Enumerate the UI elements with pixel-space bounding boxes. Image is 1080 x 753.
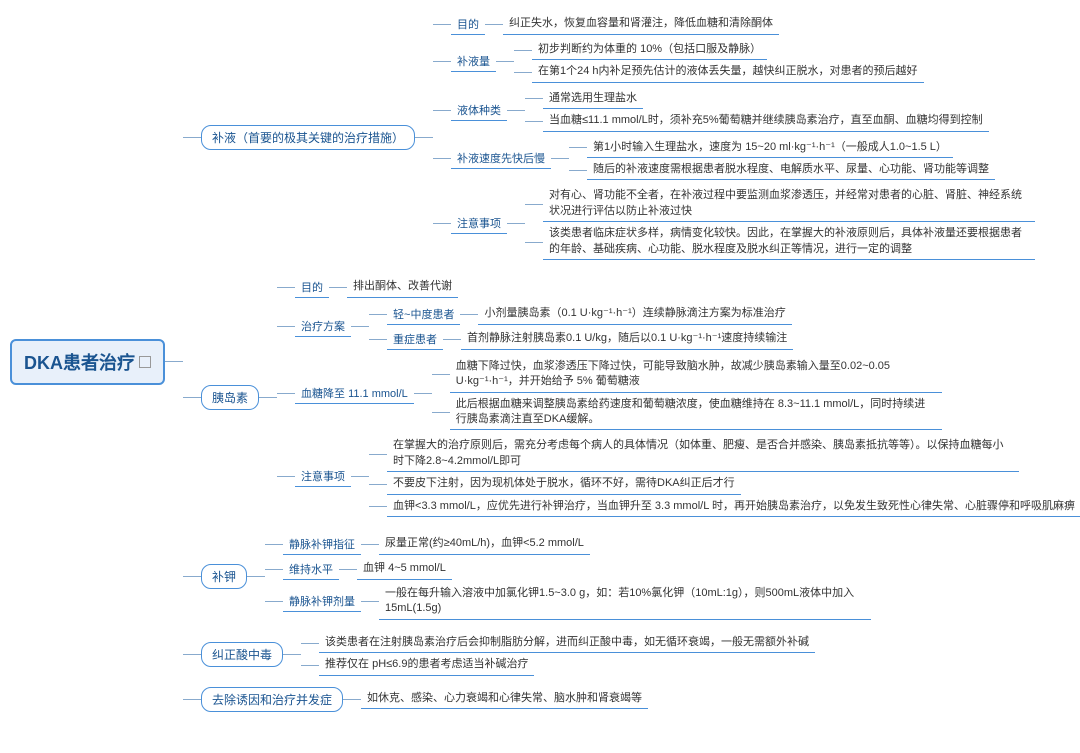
sub-plan[interactable]: 治疗方案: [295, 316, 351, 337]
root-node[interactable]: DKA患者治疗: [10, 339, 165, 385]
sub-caution[interactable]: 注意事项: [295, 466, 351, 487]
branch-cause-label[interactable]: 去除诱因和治疗并发症: [201, 687, 343, 712]
leaf: 血钾 4~5 mmol/L: [357, 559, 452, 579]
sub-severe[interactable]: 重症患者: [387, 329, 443, 350]
mindmap: DKA患者治疗 补液（首要的极其关键的治疗措施） 目的 纠正失水，恢复血容量和肾…: [10, 10, 1080, 714]
branch-cause: 去除诱因和治疗并发症 如休克、感染、心力衰竭和心律失常、脑水肿和肾衰竭等: [183, 687, 1080, 712]
branch-potassium-label[interactable]: 补钾: [201, 564, 247, 589]
leaf: 排出酮体、改善代谢: [347, 277, 458, 297]
branch-potassium: 补钾 静脉补钾指征 尿量正常(约≥40mL/h)，血钾<5.2 mmol/L 维…: [183, 532, 1080, 622]
leaf: 第1小时输入生理盐水，速度为 15~20 ml·kg⁻¹·h⁻¹（一般成人1.0…: [587, 138, 953, 158]
leaf: 不要皮下注射，因为现机体处于脱水，循环不好，需待DKA纠正后才行: [387, 474, 741, 494]
level1-children: 补液（首要的极其关键的治疗措施） 目的 纠正失水，恢复血容量和肾灌注，降低血糖和…: [183, 10, 1080, 714]
branch-acidosis-label[interactable]: 纠正酸中毒: [201, 642, 283, 667]
sub-speed[interactable]: 补液速度先快后慢: [451, 148, 551, 169]
branch-fluid: 补液（首要的极其关键的治疗措施） 目的 纠正失水，恢复血容量和肾灌注，降低血糖和…: [183, 12, 1080, 263]
leaf: 该类患者在注射胰岛素治疗后会抑制脂肪分解，进而纠正酸中毒，如无循环衰竭，一般无需…: [319, 633, 815, 653]
leaf: 随后的补液速度需根据患者脱水程度、电解质水平、尿量、心功能、肾功能等调整: [587, 160, 995, 180]
leaf: 在第1个24 h内补足预先估计的液体丢失量，越快纠正脱水，对患者的预后越好: [532, 62, 924, 82]
leaf: 当血糖≤11.1 mmol/L时，须补充5%葡萄糖并继续胰岛素治疗，直至血酮、血…: [543, 111, 989, 131]
leaf: 如休克、感染、心力衰竭和心律失常、脑水肿和肾衰竭等: [361, 689, 648, 709]
sub-volume[interactable]: 补液量: [451, 51, 496, 72]
sub-mild[interactable]: 轻~中度患者: [387, 304, 460, 325]
leaf: 首剂静脉注射胰岛素0.1 U/kg，随后以0.1 U·kg⁻¹·h⁻¹速度持续输…: [461, 329, 793, 349]
leaf: 尿量正常(约≥40mL/h)，血钾<5.2 mmol/L: [379, 534, 590, 554]
leaf: 对有心、肾功能不全者，在补液过程中要监测血浆渗透压，并经常对患者的心脏、肾脏、神…: [543, 186, 1035, 222]
connector: [165, 361, 183, 362]
sub-purpose[interactable]: 目的: [295, 277, 329, 298]
sub-fluid-type[interactable]: 液体种类: [451, 100, 507, 121]
branch-insulin: 胰岛素 目的 排出酮体、改善代谢 治疗方案 轻~中度患者 小剂量胰岛素（0.1 …: [183, 275, 1080, 520]
leaf: 推荐仅在 pH≤6.9的患者考虑适当补碱治疗: [319, 655, 534, 675]
leaf: 血钾<3.3 mmol/L，应优先进行补钾治疗，当血钾升至 3.3 mmol/L…: [387, 497, 1080, 517]
leaf: 通常选用生理盐水: [543, 89, 643, 109]
branch-acidosis: 纠正酸中毒 该类患者在注射胰岛素治疗后会抑制脂肪分解，进而纠正酸中毒，如无循环衰…: [183, 632, 1080, 677]
sub-k-indication[interactable]: 静脉补钾指征: [283, 534, 361, 555]
sub-purpose[interactable]: 目的: [451, 14, 485, 35]
leaf: 该类患者临床症状多样，病情变化较快。因此，在掌握大的补液原则后，具体补液量还要根…: [543, 224, 1035, 260]
leaf: 纠正失水，恢复血容量和肾灌注，降低血糖和清除酮体: [503, 14, 779, 34]
leaf: 此后根据血糖来调整胰岛素给药速度和葡萄糖浓度，使血糖维持在 8.3~11.1 m…: [450, 395, 942, 431]
leaf: 小剂量胰岛素（0.1 U·kg⁻¹·h⁻¹）连续静脉滴注方案为标准治疗: [478, 304, 791, 324]
branch-fluid-label[interactable]: 补液（首要的极其关键的治疗措施）: [201, 125, 415, 150]
leaf: 血糖下降过快，血浆渗透压下降过快，可能导致脑水肿，故减少胰岛素输入量至0.02~…: [450, 357, 942, 393]
sub-caution[interactable]: 注意事项: [451, 213, 507, 234]
root-marker-icon: [139, 356, 151, 368]
branch-insulin-label[interactable]: 胰岛素: [201, 385, 259, 410]
leaf: 一般在每升输入溶液中加氯化钾1.5~3.0 g，如：若10%氯化钾（10mL:1…: [379, 584, 871, 620]
leaf: 在掌握大的治疗原则后，需充分考虑每个病人的具体情况（如体重、肥瘦、是否合并感染、…: [387, 436, 1019, 472]
sub-k-level[interactable]: 维持水平: [283, 559, 339, 580]
leaf: 初步判断约为体重的 10%（包括口服及静脉）: [532, 40, 767, 60]
sub-glucose-drop[interactable]: 血糖降至 11.1 mmol/L: [295, 383, 414, 404]
sub-k-dose[interactable]: 静脉补钾剂量: [283, 591, 361, 612]
root-label: DKA患者治疗: [24, 349, 135, 375]
